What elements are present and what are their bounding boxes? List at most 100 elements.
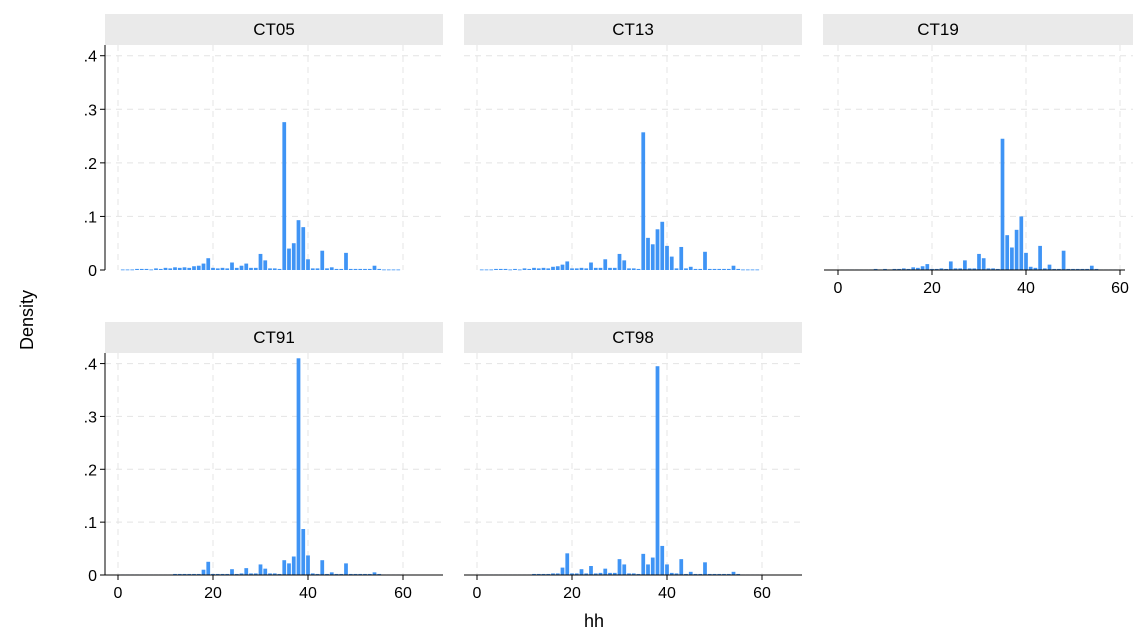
- histogram-bar: [329, 267, 334, 270]
- histogram-bar: [310, 573, 315, 575]
- histogram-bar: [598, 267, 603, 270]
- histogram-bar: [722, 573, 726, 575]
- y-tick-label: .1: [84, 515, 97, 532]
- histogram-bar: [258, 253, 263, 270]
- histogram-bar: [348, 268, 353, 270]
- histogram-bar: [916, 267, 920, 270]
- histogram-bar: [532, 573, 536, 575]
- histogram-bar: [249, 573, 253, 575]
- panel-strip: [105, 322, 443, 353]
- histogram-bar: [1075, 268, 1080, 270]
- histogram-bar: [883, 268, 887, 270]
- histogram-bar: [239, 573, 244, 575]
- histogram-bar: [703, 251, 707, 270]
- histogram-bar: [372, 265, 377, 270]
- histogram-bar: [339, 573, 344, 575]
- histogram-bar: [173, 573, 177, 575]
- histogram-bar: [897, 268, 901, 270]
- histogram-bar: [574, 268, 579, 270]
- histogram-bar: [722, 268, 726, 270]
- histogram-bar: [939, 268, 944, 270]
- histogram-bar: [541, 267, 546, 270]
- x-tick-label: 20: [204, 585, 222, 602]
- histogram-bar: [239, 265, 244, 270]
- histogram-bar: [1005, 235, 1010, 270]
- x-tick-label: 0: [473, 585, 482, 602]
- panel-title: CT98: [612, 328, 654, 347]
- panel-ct91: CT91 0 .1 .2 .3 .4 0 20 40 60: [84, 322, 443, 602]
- histogram-bar: [391, 269, 396, 271]
- x-tick-label: 20: [923, 280, 941, 297]
- histogram-bar: [201, 569, 206, 575]
- histogram-bar: [1019, 216, 1024, 270]
- histogram-bar: [650, 244, 655, 270]
- histogram-bar: [306, 259, 310, 270]
- histogram-bar: [522, 268, 527, 270]
- histogram-bar: [674, 268, 679, 270]
- histogram-bar: [192, 266, 196, 270]
- histogram-bar: [225, 573, 230, 575]
- histogram-bar: [306, 555, 310, 575]
- histogram-bar: [344, 563, 348, 575]
- histogram-bar: [1033, 267, 1038, 270]
- histogram-bar: [551, 266, 555, 270]
- histogram-bar: [579, 569, 584, 575]
- histogram-bar: [920, 266, 925, 270]
- histogram-bar: [120, 269, 125, 271]
- histogram-bar: [717, 573, 722, 575]
- histogram-bar: [158, 268, 163, 270]
- histogram-bar: [358, 573, 363, 575]
- histogram-bar: [291, 243, 296, 270]
- x-tick-label: 0: [114, 585, 123, 602]
- histogram-bar: [1080, 268, 1085, 270]
- histogram-bar: [396, 269, 401, 271]
- y-tick-label: .4: [84, 357, 97, 374]
- y-tick-label: .4: [84, 49, 97, 66]
- histogram-bar: [925, 264, 930, 270]
- histogram-bar: [301, 529, 306, 575]
- histogram-bar: [206, 561, 211, 575]
- histogram-bar: [1094, 268, 1099, 270]
- histogram-bar: [995, 268, 1000, 270]
- histogram-bar: [617, 253, 622, 270]
- histogram-bar: [584, 268, 589, 270]
- histogram-bar: [612, 267, 617, 270]
- histogram-bar: [225, 268, 230, 270]
- histogram-bar: [948, 261, 953, 270]
- histogram-bar: [608, 267, 612, 270]
- histogram-bar: [541, 573, 546, 575]
- histogram-bar: [244, 263, 249, 270]
- histogram-bar: [536, 573, 541, 575]
- y-tick-label: .2: [84, 156, 97, 173]
- histogram-bar: [631, 268, 636, 270]
- panel-ct19: CT19 0 20 40 60: [823, 14, 1133, 297]
- panel-title: CT91: [253, 328, 295, 347]
- histogram-bar: [1089, 265, 1094, 270]
- histogram-bar: [489, 269, 494, 271]
- histogram-bar: [382, 269, 386, 271]
- histogram-bar: [622, 564, 627, 575]
- histogram-bar: [234, 573, 239, 575]
- histogram-bar: [873, 268, 878, 270]
- histogram-bar: [911, 267, 916, 270]
- histogram-bar: [296, 358, 301, 575]
- histogram-bar: [650, 557, 655, 575]
- histogram-bar: [944, 268, 948, 270]
- histogram-bar: [325, 573, 329, 575]
- histogram-bar: [593, 267, 598, 270]
- histogram-bar: [986, 268, 991, 270]
- histogram-bar: [479, 269, 484, 271]
- histogram-bar: [163, 267, 168, 270]
- histogram-bar: [154, 268, 158, 270]
- histogram-bar: [168, 268, 173, 270]
- histogram-bar: [272, 268, 277, 270]
- histogram-bar: [963, 260, 967, 270]
- histogram-bar: [991, 268, 995, 270]
- histogram-bar: [291, 556, 296, 575]
- histogram-bar: [484, 269, 489, 271]
- histogram-bar: [498, 268, 503, 270]
- y-tick-label: 0: [88, 263, 97, 280]
- x-tick-label: 40: [1017, 280, 1035, 297]
- histogram-bar: [249, 267, 253, 270]
- histogram-bar: [646, 564, 650, 575]
